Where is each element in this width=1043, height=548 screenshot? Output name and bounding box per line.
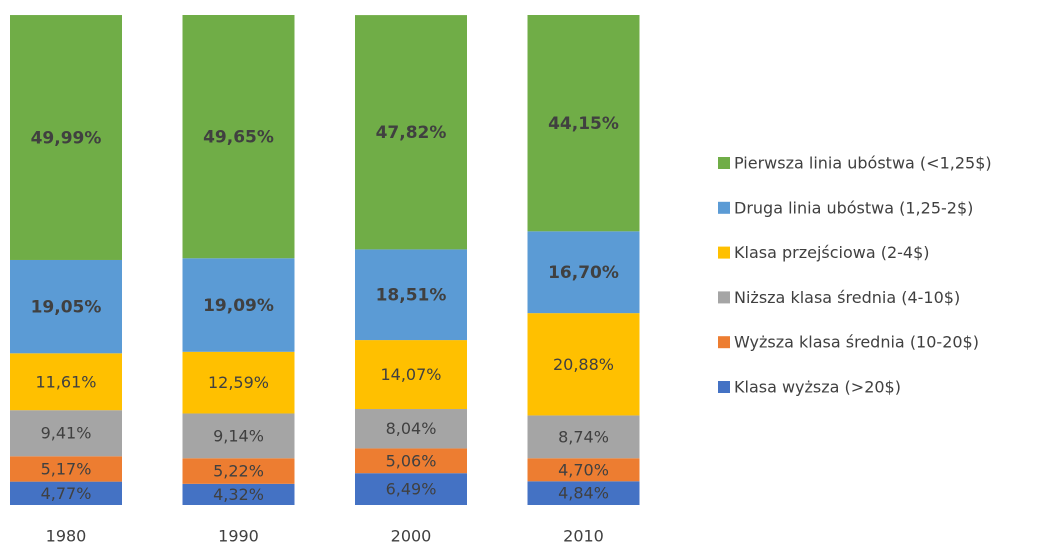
bar-segment xyxy=(355,249,467,341)
bar-segment xyxy=(182,483,295,505)
bar-segment xyxy=(182,351,295,414)
data-label: 14,07% xyxy=(380,365,441,384)
x-tick-label: 2010 xyxy=(563,527,604,546)
bar-segment xyxy=(10,15,122,260)
legend-label: Klasa wyższa (>20$) xyxy=(734,378,901,397)
legend-swatch xyxy=(718,381,730,393)
x-tick-label: 1980 xyxy=(46,527,87,546)
legend-swatch xyxy=(718,157,730,169)
data-label: 11,61% xyxy=(35,372,96,391)
bar-segment xyxy=(182,258,295,352)
data-label: 8,04% xyxy=(386,419,437,438)
legend-label: Niższa klasa średnia (4-10$) xyxy=(734,288,960,307)
data-label: 9,14% xyxy=(213,426,264,445)
legend-swatch xyxy=(718,246,730,259)
legend-swatch xyxy=(718,201,730,214)
x-tick-label: 2000 xyxy=(391,527,432,546)
data-label: 4,70% xyxy=(558,460,609,479)
data-label: 9,41% xyxy=(41,424,92,443)
bar-segment xyxy=(10,410,122,457)
data-label: 4,77% xyxy=(41,484,92,503)
x-tick-label: 1990 xyxy=(218,527,259,546)
data-label: 20,88% xyxy=(553,355,614,374)
bar-segment xyxy=(10,353,122,411)
data-label: 12,59% xyxy=(208,373,269,392)
legend-label: Klasa przejściowa (2-4$) xyxy=(734,243,930,262)
bar-segment xyxy=(10,259,122,354)
bar-segment xyxy=(10,456,122,482)
legend-label: Druga linia ubóstwa (1,25-2$) xyxy=(734,198,973,217)
bar-segment xyxy=(527,481,640,505)
bar-segment xyxy=(355,409,467,449)
bar-segment xyxy=(10,481,122,505)
legend-label: Pierwsza linia ubóstwa (<1,25$) xyxy=(734,154,992,173)
data-label: 47,82% xyxy=(376,123,447,143)
bar-segment xyxy=(355,473,467,505)
data-label: 49,65% xyxy=(203,128,274,148)
data-label: 19,05% xyxy=(31,298,102,318)
bar-segment xyxy=(527,231,640,314)
data-label: 18,51% xyxy=(376,286,447,306)
bar-segment xyxy=(527,415,640,459)
bar-segment xyxy=(182,413,295,459)
bar-segment xyxy=(527,313,640,416)
bar-segment xyxy=(182,458,295,484)
bar-segment xyxy=(355,340,467,410)
data-label: 5,06% xyxy=(386,451,437,470)
bar-segment xyxy=(182,15,295,259)
legend-swatch xyxy=(718,336,730,349)
data-label: 5,22% xyxy=(213,462,264,481)
bar-segment xyxy=(355,448,467,474)
data-label: 8,74% xyxy=(558,427,609,446)
data-label: 4,32% xyxy=(213,485,264,504)
data-label: 49,99% xyxy=(31,129,102,149)
data-label: 19,09% xyxy=(203,296,274,316)
legend-label: Wyższa klasa średnia (10-20$) xyxy=(734,333,979,352)
legend-swatch xyxy=(718,291,730,304)
data-label: 16,70% xyxy=(548,263,619,283)
data-label: 4,84% xyxy=(558,484,609,503)
data-label: 44,15% xyxy=(548,114,619,134)
bar-segment xyxy=(527,15,640,232)
data-label: 6,49% xyxy=(386,480,437,499)
data-label: 5,17% xyxy=(41,459,92,478)
bar-segment xyxy=(355,15,467,250)
bar-segment xyxy=(527,458,640,482)
